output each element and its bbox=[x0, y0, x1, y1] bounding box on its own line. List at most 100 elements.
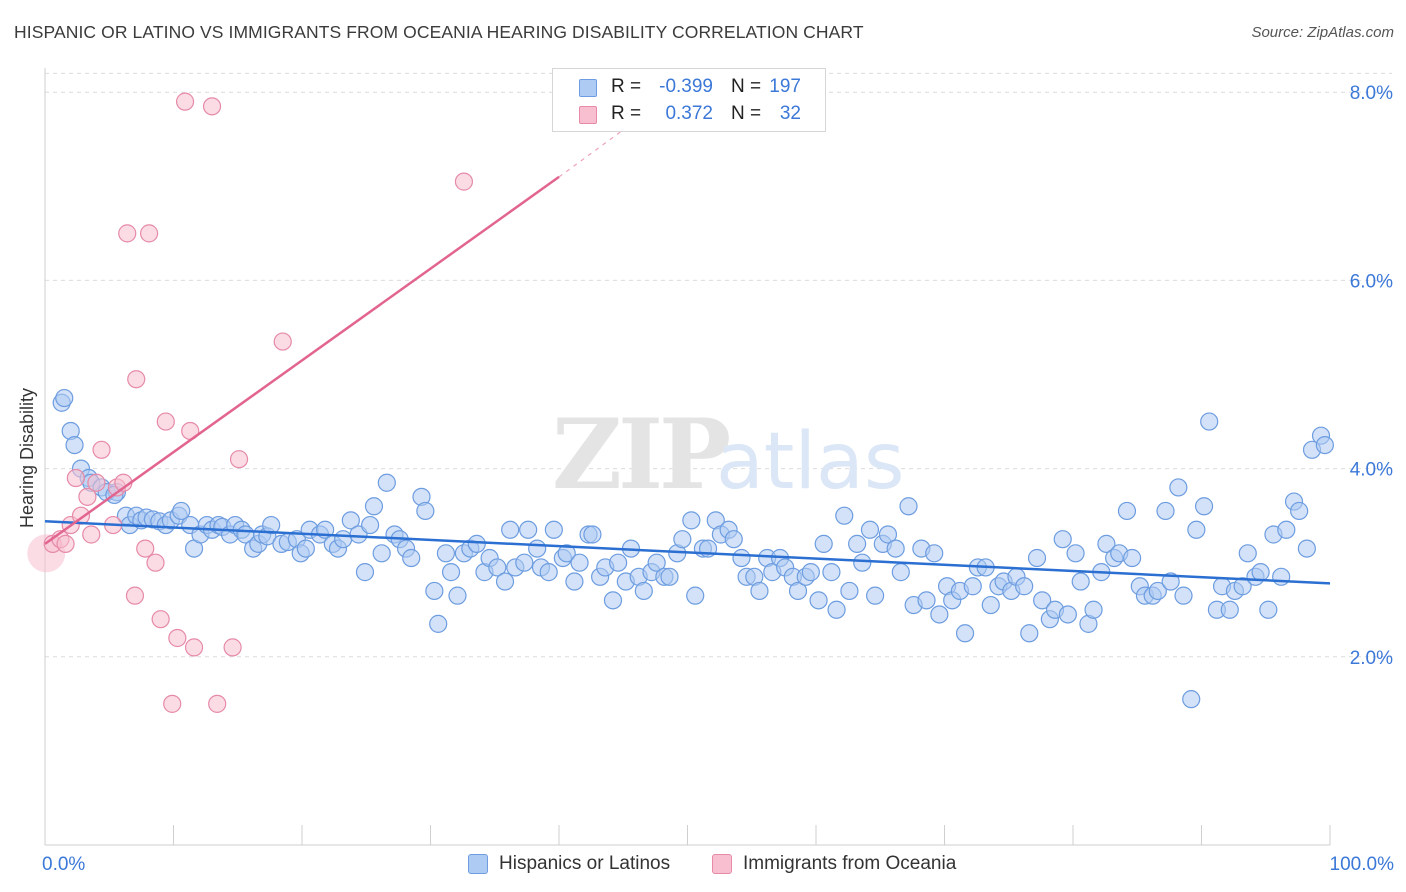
data-point-hispanics bbox=[860, 520, 880, 539]
data-point-hispanics bbox=[1187, 520, 1206, 539]
data-point-hispanics bbox=[853, 553, 872, 572]
data-point-oceania bbox=[163, 694, 182, 713]
series-hispanics-points bbox=[52, 388, 1334, 709]
correlation-legend: R = -0.399 N = 197 R = 0.372 N = 32 bbox=[552, 68, 826, 132]
data-point-hispanics bbox=[886, 539, 905, 558]
trend-line-oceania-extension bbox=[558, 119, 637, 178]
data-point-oceania bbox=[66, 468, 85, 488]
data-point-hispanics bbox=[364, 497, 384, 516]
data-point-hispanics bbox=[1015, 577, 1034, 596]
trend-line-oceania bbox=[44, 175, 560, 545]
legend-n-value: 32 bbox=[779, 103, 801, 124]
data-point-hispanics bbox=[65, 435, 84, 455]
data-point-oceania bbox=[118, 224, 137, 243]
data-point-oceania bbox=[156, 412, 175, 431]
watermark-atlas: atlas bbox=[716, 417, 905, 507]
legend-row-oceania: R = 0.372 N = 32 bbox=[553, 102, 825, 128]
data-point-hispanics bbox=[981, 595, 1000, 615]
data-point-oceania bbox=[146, 553, 165, 572]
data-point-oceania bbox=[82, 525, 101, 544]
data-point-hispanics bbox=[539, 563, 558, 582]
data-point-hispanics bbox=[55, 388, 74, 408]
data-point-hispanics bbox=[925, 544, 944, 563]
data-point-hispanics bbox=[809, 591, 828, 610]
axis-labels: 2.0% 4.0% 6.0% 8.0% 0.0% 100.0% Hearing Disabi… bbox=[17, 83, 1394, 875]
watermark-zip: ZIP bbox=[552, 398, 729, 511]
data-point-hispanics bbox=[835, 506, 854, 525]
data-point-hispanics bbox=[1123, 548, 1142, 568]
data-point-hispanics bbox=[1220, 600, 1239, 619]
data-point-hispanics bbox=[686, 586, 705, 605]
data-point-hispanics bbox=[1161, 572, 1180, 591]
source-label: Source: ZipAtlas.com bbox=[1251, 24, 1394, 41]
data-point-hispanics bbox=[1174, 586, 1193, 605]
watermark: ZIP atlas bbox=[552, 398, 905, 511]
data-point-hispanics bbox=[172, 501, 191, 521]
data-point-hispanics bbox=[647, 553, 666, 572]
data-point-hispanics bbox=[732, 548, 751, 568]
data-point-hispanics bbox=[899, 497, 918, 516]
data-point-hispanics bbox=[822, 563, 841, 582]
legend-n-label: N = bbox=[731, 76, 762, 97]
data-point-hispanics bbox=[1071, 572, 1090, 591]
chart-title: HISPANIC OR LATINO VS IMMIGRANTS FROM OC… bbox=[14, 22, 864, 42]
data-point-oceania bbox=[56, 534, 75, 553]
data-point-hispanics bbox=[355, 563, 375, 582]
data-point-hispanics bbox=[1058, 605, 1077, 624]
data-point-hispanics bbox=[848, 534, 867, 553]
data-point-hispanics bbox=[1277, 520, 1296, 539]
legend-r-label: R = bbox=[611, 76, 642, 97]
data-point-oceania bbox=[92, 440, 111, 459]
data-point-hispanics bbox=[436, 544, 456, 563]
x-tick-label-end: 100.0% bbox=[1330, 854, 1395, 875]
series-swatch-blue bbox=[468, 854, 488, 874]
data-point-hispanics bbox=[429, 614, 448, 633]
data-point-hispanics bbox=[1200, 412, 1219, 431]
data-point-hispanics bbox=[724, 530, 743, 549]
data-point-hispanics bbox=[930, 605, 949, 624]
legend-swatch-blue bbox=[579, 79, 597, 97]
data-point-hispanics bbox=[1033, 591, 1052, 610]
data-point-oceania bbox=[273, 332, 292, 351]
trend-lines bbox=[44, 119, 1331, 585]
data-point-oceania bbox=[87, 473, 106, 492]
legend-n-value: 197 bbox=[769, 76, 801, 97]
data-point-hispanics bbox=[1097, 534, 1116, 553]
data-point-hispanics bbox=[1297, 539, 1316, 558]
data-point-hispanics bbox=[441, 563, 461, 582]
data-point-hispanics bbox=[334, 530, 353, 549]
y-axis-label: Hearing Disability bbox=[17, 388, 37, 528]
data-point-hispanics bbox=[673, 530, 692, 549]
x-tick-label-start: 0.0% bbox=[42, 854, 85, 875]
data-point-oceania bbox=[208, 694, 227, 713]
series-swatch-pink bbox=[712, 854, 732, 874]
data-point-hispanics bbox=[603, 591, 623, 610]
data-point-hispanics bbox=[1238, 544, 1257, 563]
data-point-hispanics bbox=[544, 520, 563, 539]
data-point-hispanics bbox=[750, 581, 769, 601]
data-point-hispanics bbox=[402, 548, 421, 568]
axes bbox=[44, 68, 1331, 846]
data-point-hispanics bbox=[955, 624, 975, 643]
data-point-hispanics bbox=[1053, 530, 1072, 549]
data-point-hispanics bbox=[557, 544, 576, 563]
series-label: Hispanics or Latinos bbox=[499, 853, 671, 874]
data-point-oceania bbox=[223, 638, 242, 657]
data-point-oceania bbox=[175, 92, 195, 111]
data-point-hispanics bbox=[1194, 497, 1214, 516]
data-point-hispanics bbox=[609, 553, 628, 572]
data-point-hispanics bbox=[840, 581, 859, 601]
data-point-hispanics bbox=[448, 586, 467, 605]
data-point-hispanics bbox=[1182, 690, 1201, 709]
trend-line-hispanics bbox=[44, 520, 1331, 585]
data-point-hispanics bbox=[682, 511, 701, 530]
data-point-oceania bbox=[78, 487, 97, 506]
data-point-oceania bbox=[127, 370, 146, 389]
data-point-hispanics bbox=[963, 577, 982, 596]
series-label: Immigrants from Oceania bbox=[743, 853, 957, 874]
data-point-hispanics bbox=[878, 525, 898, 544]
data-point-hispanics bbox=[341, 511, 360, 530]
data-point-hispanics bbox=[1117, 501, 1137, 521]
data-point-oceania bbox=[125, 586, 145, 605]
